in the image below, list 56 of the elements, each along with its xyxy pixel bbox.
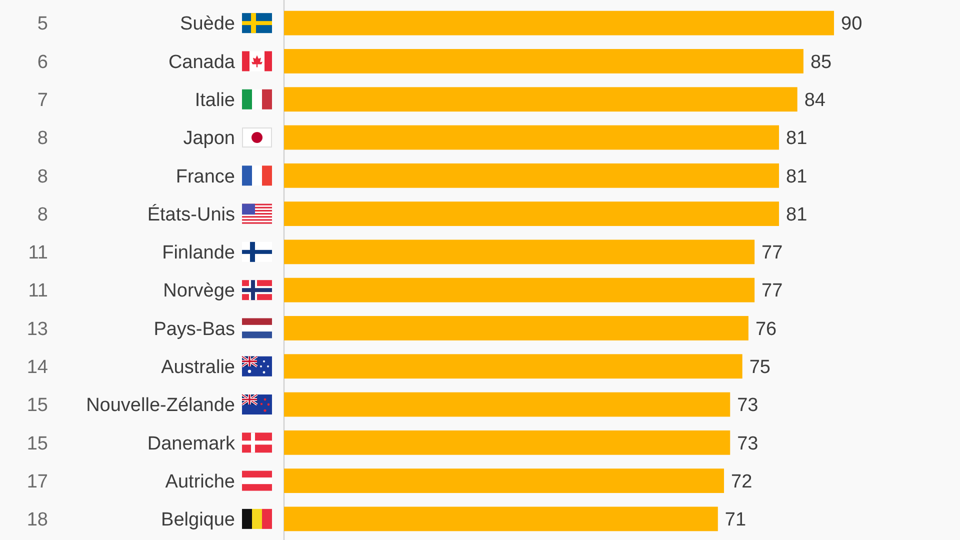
- text: 8: [37, 204, 48, 226]
- text: 15: [26, 433, 48, 454]
- data-label: 84: [804, 90, 826, 112]
- data-label: 76: [755, 318, 777, 340]
- text: 7: [37, 90, 48, 112]
- text: 14: [26, 357, 48, 378]
- bar: [284, 392, 730, 417]
- bar: [284, 10, 834, 36]
- text: 15: [26, 395, 48, 416]
- bar: [284, 354, 742, 379]
- y-tick-label: Italie: [194, 90, 235, 112]
- text: 8: [37, 128, 48, 150]
- y-tick-label: Australie: [161, 357, 235, 378]
- bar: [284, 316, 748, 340]
- text: 6: [37, 52, 48, 73]
- bar: [284, 506, 718, 532]
- y-tick-label: Belgique: [161, 510, 235, 531]
- data-label: 75: [749, 357, 770, 378]
- y-tick-label: Nouvelle-Zélande: [86, 395, 235, 416]
- data-label: 77: [762, 280, 783, 302]
- data-label: 81: [786, 204, 808, 226]
- bar: [284, 240, 755, 264]
- y-tick-label: États-Unis: [147, 203, 235, 226]
- data-label: 73: [737, 433, 758, 454]
- y-tick-label: Canada: [168, 52, 236, 73]
- text: 13: [26, 318, 48, 340]
- data-label: 85: [810, 52, 832, 73]
- y-tick-label: Finlande: [162, 242, 235, 264]
- bar: [284, 202, 779, 226]
- y-tick-label: Autriche: [165, 471, 235, 492]
- data-label: 72: [731, 471, 752, 492]
- data-label: 90: [841, 14, 862, 35]
- bar: [284, 430, 730, 455]
- text: 5: [37, 14, 48, 35]
- bar: [284, 87, 798, 112]
- bar: [284, 125, 779, 150]
- y-tick-label: Pays-Bas: [154, 318, 235, 340]
- y-tick-label: Suède: [180, 14, 235, 35]
- text: 17: [26, 471, 48, 492]
- bar: [284, 468, 724, 493]
- y-tick-label: France: [176, 166, 235, 188]
- text: 8: [37, 166, 48, 188]
- data-label: 73: [737, 395, 758, 416]
- text: 11: [28, 280, 48, 302]
- text: 18: [26, 510, 48, 531]
- data-label: 71: [724, 510, 746, 531]
- data-label: 81: [786, 166, 808, 188]
- bar: [284, 49, 804, 74]
- y-tick-label: Japon: [183, 128, 235, 150]
- bar: [284, 163, 779, 188]
- y-tick-label: Danemark: [147, 433, 236, 454]
- bar: [284, 278, 755, 302]
- text: 11: [28, 242, 48, 264]
- data-label: 77: [762, 242, 783, 264]
- y-tick-label: Norvège: [163, 280, 235, 302]
- data-label: 81: [786, 128, 808, 150]
